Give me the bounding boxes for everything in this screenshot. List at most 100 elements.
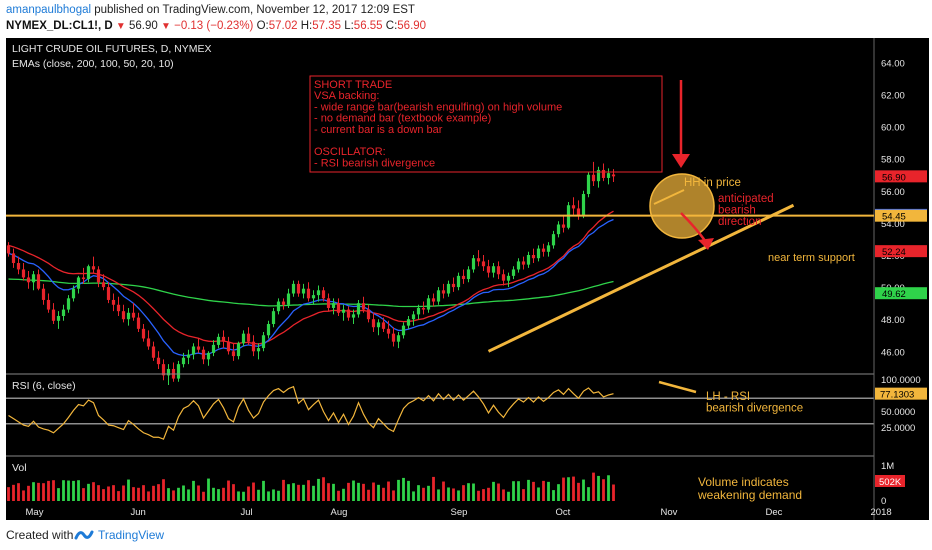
price-change: −0.13 (−0.23%) [174, 20, 254, 32]
candle-body [256, 348, 261, 352]
candle-body [176, 364, 181, 379]
candle-body [336, 303, 341, 313]
volume-bar [17, 483, 20, 501]
candle-body [236, 343, 241, 357]
price-label-tag [875, 209, 927, 222]
volume-title: Vol [12, 462, 27, 474]
volume-bar [522, 489, 525, 501]
volume-bar [62, 480, 65, 501]
candle-body [76, 277, 81, 289]
candle-body [296, 283, 301, 294]
candle-body [451, 283, 456, 288]
volume-bar [67, 480, 70, 501]
candle-body [356, 303, 361, 315]
candle-body [86, 266, 91, 280]
volume-bar [297, 484, 300, 501]
price-label-tag [875, 170, 927, 183]
volume-bar [372, 482, 375, 501]
direction-label: direction [718, 216, 761, 228]
symbol-label[interactable]: NYMEX_DL:CL1!, D [6, 20, 113, 32]
volume-bar [87, 483, 90, 501]
volume-bar [392, 490, 395, 501]
volume-bar [417, 485, 420, 501]
volume-current-text: 502K [879, 477, 902, 488]
candle-body [66, 298, 71, 310]
volume-bar [12, 484, 15, 501]
volume-bar [217, 489, 220, 501]
candle-body [331, 303, 336, 308]
candle-body [271, 311, 276, 325]
chart-canvas[interactable]: LIGHT CRUDE OIL FUTURES, D, NYMEX EMAs (c… [6, 38, 929, 520]
candle-body [456, 275, 461, 288]
candle-body [521, 261, 526, 265]
candle-body [411, 314, 416, 320]
volume-bar [332, 483, 335, 501]
volume-bar [257, 489, 260, 501]
candle-body [591, 174, 596, 182]
volume-bar [412, 491, 415, 501]
volume-bar [427, 485, 430, 501]
candle-body [391, 333, 396, 342]
direction-label: bearish [718, 205, 756, 217]
volume-bar [592, 472, 595, 501]
volume-bar [277, 490, 280, 501]
volume-bar [402, 477, 405, 501]
support-label: near term support [768, 252, 855, 264]
volume-bar [492, 481, 495, 501]
candle-body [396, 335, 401, 342]
volume-bar [137, 487, 140, 501]
candle-body [596, 169, 601, 182]
volume-bar [107, 486, 110, 501]
candle-body [276, 301, 281, 312]
volume-bar [527, 479, 530, 501]
candle-body [141, 328, 146, 339]
volume-bar [577, 482, 580, 501]
volume-bar [172, 490, 175, 501]
volume-note-label: weakening demand [697, 488, 802, 502]
candle-body [546, 245, 551, 252]
volume-bar [167, 488, 170, 501]
tradingview-brand-link[interactable]: TradingView [98, 528, 165, 542]
trendline [487, 203, 795, 353]
short-trade-text: SHORT TRADE [314, 79, 392, 91]
candle-body [571, 205, 576, 209]
volume-bar [347, 482, 350, 501]
volume-bar [102, 489, 105, 501]
candle-body [531, 255, 536, 259]
candle-body [81, 277, 86, 280]
price-label-text: 49.62 [882, 289, 906, 300]
volume-bar [132, 487, 135, 501]
symbol-line: NYMEX_DL:CL1!, D ▼ 56.90 ▼ −0.13 (−0.23%… [6, 20, 426, 32]
rsi-pane: RSI (6, close) [6, 380, 874, 440]
bearish-arrow-icon [698, 238, 714, 250]
candle-body [221, 336, 226, 342]
candle-body [426, 298, 431, 310]
rsi-tick-label: 50.0000 [881, 407, 915, 418]
price-tick-label: 60.00 [881, 123, 905, 134]
author-link[interactable]: amanpaulbhogal [6, 4, 92, 16]
volume-bar [397, 479, 400, 501]
chart-area[interactable]: LIGHT CRUDE OIL FUTURES, D, NYMEX EMAs (c… [6, 38, 929, 520]
volume-bar [112, 485, 115, 501]
volume-bar [292, 483, 295, 501]
volume-current-tag [875, 475, 905, 487]
date-tick-label: Aug [331, 507, 348, 518]
volume-bar [437, 489, 440, 501]
publish-line: amanpaulbhogal published on TradingView.… [6, 4, 415, 16]
candle-body [131, 312, 136, 318]
volume-bar [367, 489, 370, 501]
volume-bar [557, 484, 560, 501]
candle-body [6, 245, 11, 254]
candle-body [286, 293, 291, 305]
volume-bar [52, 480, 55, 501]
volume-bar [327, 483, 330, 501]
date-tick-label: Dec [766, 507, 783, 518]
candle-body [446, 283, 451, 294]
volume-bar [127, 479, 130, 501]
volume-bar [562, 477, 565, 501]
candle-body [386, 328, 391, 334]
volume-bar [142, 485, 145, 501]
candle-body [516, 261, 521, 270]
volume-bar [97, 485, 100, 501]
candle-body [151, 346, 156, 358]
